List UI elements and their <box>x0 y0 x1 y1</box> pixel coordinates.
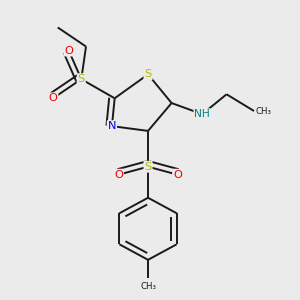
Text: S: S <box>144 69 152 80</box>
Text: CH₃: CH₃ <box>256 106 272 116</box>
Text: O: O <box>49 93 58 103</box>
Text: N: N <box>108 121 116 131</box>
Text: S: S <box>78 74 85 84</box>
Text: NH: NH <box>194 109 210 119</box>
Text: S: S <box>144 162 152 172</box>
Text: O: O <box>114 170 123 180</box>
Text: O: O <box>173 170 182 180</box>
Text: O: O <box>64 46 73 56</box>
Text: CH₃: CH₃ <box>140 282 156 291</box>
